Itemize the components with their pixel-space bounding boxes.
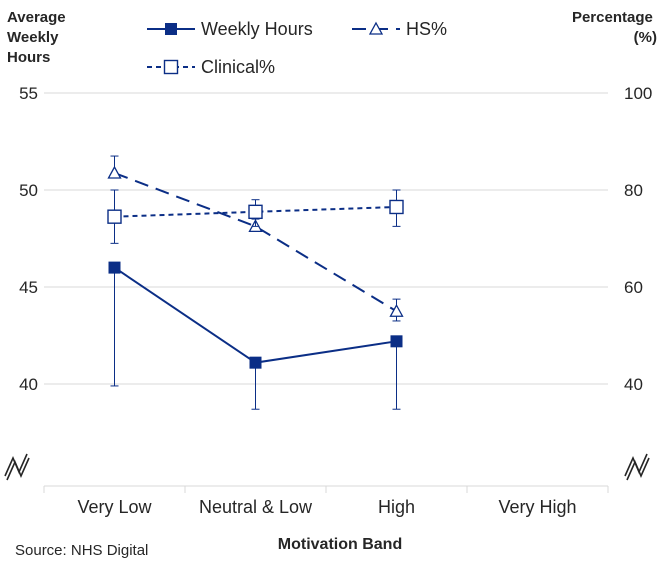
legend-label: HS% — [406, 19, 447, 39]
legend: Weekly Hours HS% Clinical% — [147, 19, 447, 77]
right-axis-title: Percentage (%) — [572, 9, 657, 46]
series-line — [113, 266, 397, 364]
legend-item: HS% — [352, 19, 447, 39]
legend-item: Clinical% — [147, 57, 275, 77]
left-tick-label: 50 — [19, 181, 38, 200]
data-point — [107, 165, 122, 179]
left-tick-label: 40 — [19, 375, 38, 394]
right-axis-title-line: Percentage — [572, 9, 653, 26]
right-tick-label: 60 — [624, 278, 643, 297]
left-tick-label: 45 — [19, 278, 38, 297]
axis-break-icon — [6, 457, 30, 481]
right-tick-label: 40 — [624, 375, 643, 394]
axes: 55 50 45 40 100 80 60 40 Very Low Neutral & Low Hi… — [4, 84, 652, 517]
right-tick-label: 100 — [624, 84, 652, 103]
x-axis-title: Motivation Band — [278, 536, 402, 553]
series-line — [114, 205, 397, 218]
x-tick-label: Very High — [498, 497, 576, 517]
data-point — [390, 335, 403, 348]
legend-label: Clinical% — [201, 57, 275, 77]
source-note: Source: NHS Digital — [15, 542, 148, 559]
series-clinical- — [107, 189, 404, 244]
x-tick-label: High — [378, 497, 415, 517]
x-tick-label: Very Low — [77, 497, 152, 517]
data-point — [248, 204, 263, 220]
data-point — [389, 199, 404, 215]
series-hs- — [107, 155, 404, 322]
left-axis-title-line: Weekly — [7, 29, 59, 46]
data-point — [389, 303, 404, 317]
axis-break-icon — [626, 457, 650, 481]
data-point — [249, 356, 262, 369]
left-axis-title-line: Average — [7, 9, 66, 26]
data-point — [108, 261, 121, 274]
left-axis-title-line: Hours — [7, 49, 50, 66]
left-tick-label: 55 — [19, 84, 38, 103]
plot-area — [107, 155, 404, 410]
x-tick-label: Neutral & Low — [199, 497, 313, 517]
right-axis-title-line: (%) — [634, 29, 657, 46]
legend-item: Weekly Hours — [147, 19, 313, 39]
legend-marker — [165, 23, 177, 35]
legend-marker — [163, 59, 179, 75]
legend-marker — [368, 21, 384, 35]
right-tick-label: 80 — [624, 181, 643, 200]
gridlines — [44, 92, 608, 385]
legend-label: Weekly Hours — [201, 19, 313, 39]
data-point — [107, 209, 122, 224]
series-weekly-hours — [108, 261, 403, 410]
series-line — [114, 172, 398, 313]
left-axis-title: Average Weekly Hours — [7, 9, 70, 66]
